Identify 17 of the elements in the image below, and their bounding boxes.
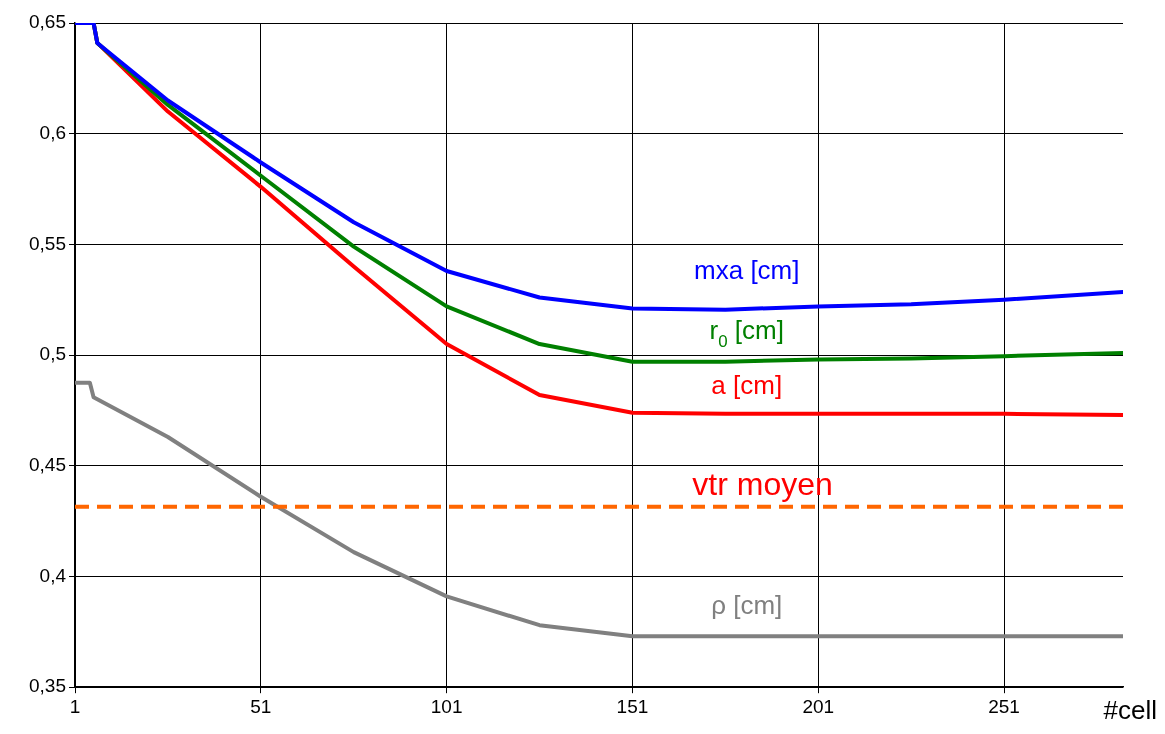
y-tick-label: 0,65 [29,11,66,33]
y-tick-label: 0,45 [29,454,66,476]
series-label: ρ [cm] [711,590,783,621]
series-label: mxa [cm] [694,254,800,285]
y-tick-label: 0,4 [39,564,67,586]
x-axis-title: #cell [1103,695,1158,726]
y-tick-label: 0,35 [29,675,66,697]
x-tick-label: 51 [250,695,272,717]
y-tick-label: 0,55 [29,232,66,254]
y-tick-label: 0,5 [39,343,66,365]
x-tick-label: 1 [69,695,81,717]
series-label: a [cm] [711,369,783,400]
y-tick-label: 0,6 [39,121,66,143]
x-tick-label: 151 [616,695,649,717]
x-tick-label: 251 [988,695,1020,717]
x-tick-label: 101 [430,695,463,717]
x-tick-label: 201 [802,695,835,717]
